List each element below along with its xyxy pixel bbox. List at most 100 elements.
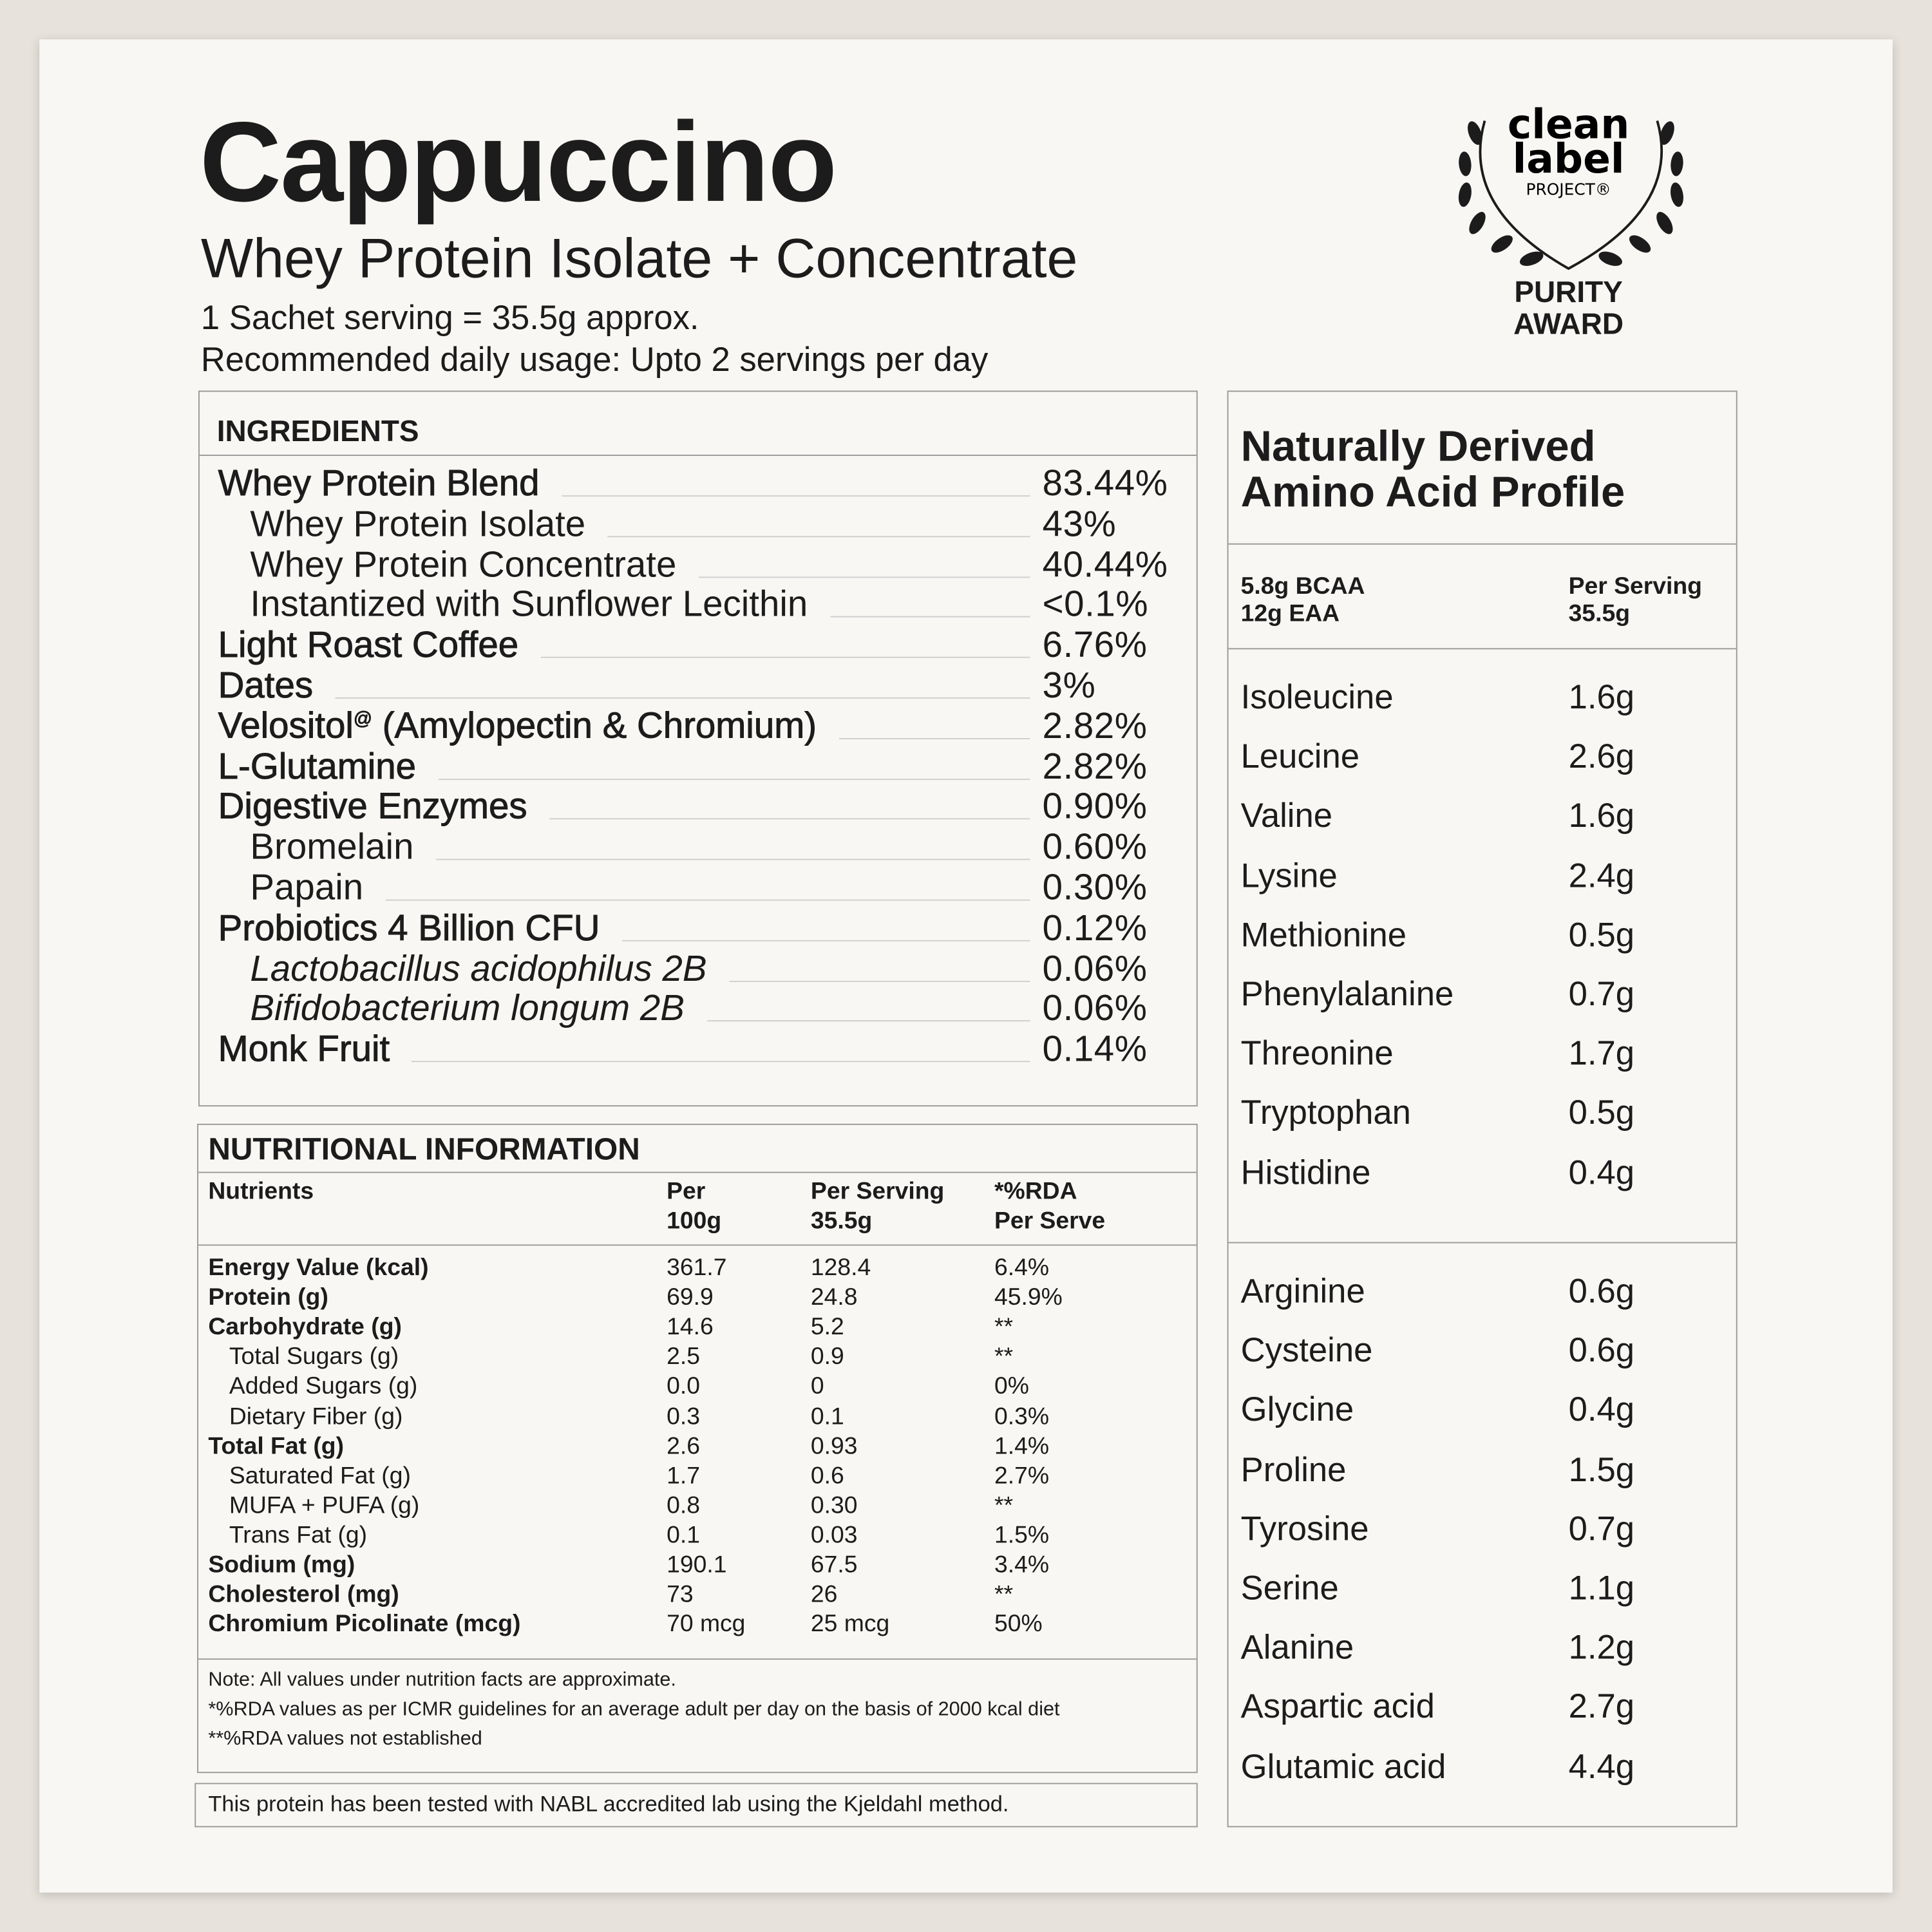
nutrient-value: 6.4% [994, 1254, 1050, 1282]
amino-row: Glycine 0.4g [1241, 1381, 1734, 1440]
nutrient-row: Trans Fat (g) 0.1 0.03 1.5% [208, 1520, 1196, 1550]
column-header: Per Serving 35.5g [811, 1177, 944, 1236]
nutrient-row: Total Sugars (g) 2.5 0.9 ** [208, 1342, 1196, 1372]
nutrient-row: Saturated Fat (g) 1.7 0.6 2.7% [208, 1461, 1196, 1491]
nutrient-name: MUFA + PUFA (g) [229, 1492, 420, 1519]
column-header: Per 100g [667, 1177, 721, 1236]
amino-name: Isoleucine [1240, 677, 1394, 716]
leader [728, 980, 1030, 982]
nutrient-value: 14.6 [667, 1313, 714, 1341]
ingredient-value: 0.30% [1042, 867, 1148, 909]
ingredient-value: 0.12% [1042, 907, 1148, 949]
nutrient-value: 0.30 [810, 1492, 858, 1519]
amino-name: Glycine [1240, 1390, 1354, 1429]
leader [698, 576, 1030, 578]
amino-value: 1.2g [1568, 1627, 1635, 1667]
nutrient-row: MUFA + PUFA (g) 0.8 0.30 ** [208, 1491, 1196, 1520]
nutrient-value: 25 mcg [810, 1611, 890, 1638]
nutrient-value: 5.2 [810, 1313, 844, 1341]
ingredient-value: 6.76% [1042, 625, 1148, 666]
ingredient-name: Light Roast Coffee [218, 625, 518, 666]
award: PURITY AWARD [1445, 277, 1692, 341]
leader [335, 697, 1030, 699]
nutrient-value: 0.1 [810, 1403, 844, 1430]
rule [198, 1658, 1197, 1660]
nutrient-value: 1.5% [994, 1521, 1050, 1549]
amino-name: Lysine [1240, 855, 1338, 895]
nutrient-value: 0.1 [667, 1521, 700, 1549]
subtitle: Whey Protein Isolate + Concentrate [200, 227, 1078, 290]
amino-value: 0.5g [1568, 1093, 1635, 1132]
leader [621, 940, 1030, 942]
amino-row: Proline 1.5g [1241, 1440, 1734, 1499]
serving: 1 Sachet serving = 35.5g approx. [200, 298, 699, 337]
ingredient-row: Velositol@ (Amylopectin & Chromium) 2.82% [218, 705, 1197, 746]
amino-value: 2.4g [1568, 855, 1635, 895]
badge-word: PROJECT® [1526, 180, 1611, 198]
ingredient-row: Bifidobacterium longum 2B 0.06% [218, 989, 1197, 1029]
amino-row: Leucine 2.6g [1241, 727, 1734, 786]
ingredient-name: Papain [218, 867, 363, 908]
footer: This protein has been tested with NABL a… [208, 1791, 1009, 1817]
ingredients-box: INGREDIENTS Whey Protein Blend 83.44% Whey… [198, 390, 1198, 1107]
nutrient-value: 0.93 [810, 1432, 858, 1460]
ingredient-row: Bromelain 0.60% [218, 827, 1197, 867]
ingredient-value: 0.06% [1042, 948, 1148, 989]
ingredient-value: 0.14% [1042, 1028, 1148, 1070]
ingredient-value: 0.60% [1042, 827, 1148, 868]
rule [1228, 648, 1736, 650]
amino-row: Lysine 2.4g [1241, 846, 1734, 905]
name-text: Bifidobacterium longum 2B [250, 989, 685, 1030]
nutrient-value: 3.4% [994, 1551, 1050, 1578]
amino-row: Methionine 0.5g [1241, 905, 1734, 965]
amino-name: Histidine [1240, 1153, 1371, 1191]
nutrient-value: 0.9 [810, 1343, 844, 1371]
nutrient-value: 45.9% [994, 1283, 1063, 1311]
name-text: L-Glutamine [218, 746, 417, 787]
ingredient-row: Whey Protein Isolate 43% [218, 504, 1197, 544]
amino-name: Alanine [1240, 1627, 1354, 1667]
ingredient-name: Probiotics 4 Billion CFU [218, 907, 600, 949]
amino-value: 4.4g [1568, 1747, 1635, 1785]
leader [829, 616, 1030, 618]
ingredient-row: Papain 0.30% [218, 867, 1197, 908]
amino-value: 1.1g [1568, 1568, 1635, 1607]
nutrient-value: 67.5 [810, 1551, 858, 1578]
nutrient-value: 0.8 [667, 1492, 700, 1519]
amino-row: Phenylalanine 0.7g [1241, 965, 1734, 1024]
nutrient-row: Dietary Fiber (g) 0.3 0.1 0.3% [208, 1401, 1196, 1431]
name-text: Lactobacillus acidophilus 2B [250, 948, 707, 989]
leader [549, 819, 1030, 820]
amino-name: Leucine [1240, 737, 1359, 775]
nutrient-value: 2.5 [667, 1343, 700, 1371]
amino-name: Serine [1240, 1568, 1339, 1607]
amino-value: 0.6g [1568, 1271, 1635, 1310]
leader [435, 858, 1030, 860]
ingredient-name: Digestive Enzymes [218, 786, 527, 828]
header-line: Per Serve [994, 1208, 1106, 1235]
amino-name: Phenylalanine [1240, 974, 1454, 1013]
ingredient-name: Instantized with Sunflower Lecithin [218, 585, 808, 625]
award-line: AWARD [1513, 308, 1624, 341]
amino-value: 0.7g [1568, 1509, 1635, 1548]
nutrient-value: 0 [810, 1373, 824, 1401]
header-line: Per [667, 1178, 706, 1206]
ingredient-value: 2.82% [1042, 746, 1148, 787]
leader [706, 1020, 1030, 1022]
amino-value: 2.6g [1568, 737, 1635, 775]
leader [438, 778, 1030, 780]
name-text: Whey Protein Blend [218, 463, 540, 504]
amino-row: Serine 1.1g [1241, 1558, 1734, 1618]
amino-value: 1.6g [1568, 677, 1635, 716]
ingredient-value: 0.90% [1042, 786, 1148, 828]
badge-word: label [1513, 135, 1625, 182]
amino-name: Threonine [1240, 1034, 1394, 1072]
amino-row: Tyrosine 0.7g [1241, 1499, 1734, 1558]
amino-value: 2.7g [1568, 1687, 1635, 1726]
nutrient-value: 0.3% [994, 1403, 1050, 1430]
amino-value: 1.7g [1568, 1034, 1635, 1072]
ingredient-name: Bromelain [218, 827, 413, 867]
ingredient-row: Instantized with Sunflower Lecithin <0.1% [218, 585, 1197, 625]
amino-value: 1.5g [1568, 1450, 1635, 1488]
